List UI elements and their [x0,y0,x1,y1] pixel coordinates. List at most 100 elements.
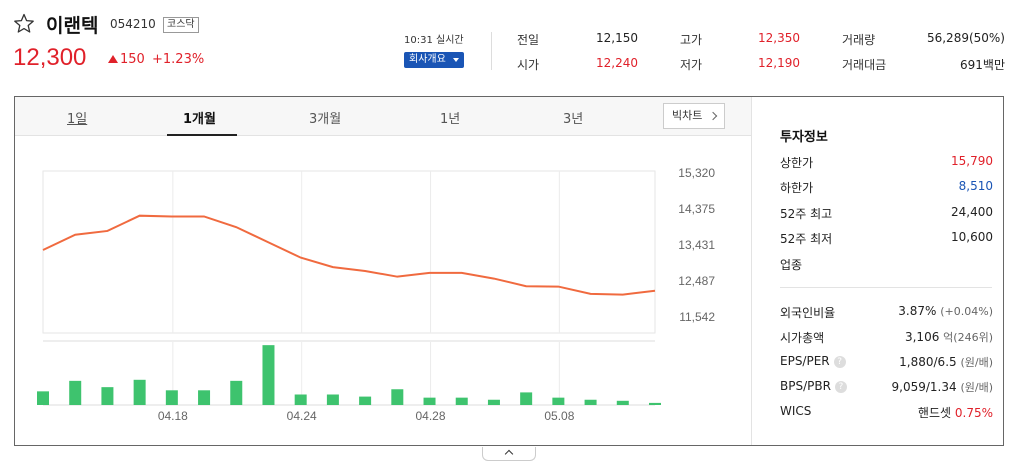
bigchart-button[interactable]: 빅차트 [663,103,725,129]
x-tick-label: 05.08 [544,409,574,423]
bps-pbr-number: 9,059/1.34 [891,380,957,394]
upper-limit-label: 상한가 [780,156,814,170]
y-tick-label: 13,431 [678,238,715,252]
bps-pbr-label-text: BPS/PBR [780,379,831,393]
market-cap-value: 3,106 억(246위) [905,329,993,345]
volume-value: 56,289(50%) [926,31,1005,45]
tab-1-year[interactable]: 1년 [440,112,461,127]
high-value: 12,350 [758,31,800,45]
foreign-ratio-number: 3.87% [898,304,937,318]
amount-value: 691백만 [960,58,1005,72]
x-tick-label: 04.28 [416,409,446,423]
y-tick-label: 14,375 [678,202,715,216]
price-change: 150 [120,52,145,67]
company-overview-button[interactable]: 회사개요 [404,52,464,68]
chart-panel: 1일 1개월 3개월 1년 3년 빅차트 04.18 04.24 04.28 05.0… [14,96,1004,446]
volume-bar [391,389,404,405]
volume-bar [294,394,307,405]
up-arrow-icon [108,55,118,63]
active-tab-indicator [167,134,237,136]
bps-pbr-value: 9,059/1.34 (원/배) [892,379,993,395]
volume-label: 거래량 [842,33,876,47]
prev-close-label: 전일 [517,33,540,47]
market-badge: 코스닥 [163,17,199,33]
realtime-label: 10:31 실시간 [404,35,464,46]
bigchart-label: 빅차트 [672,109,703,122]
investment-info-panel: 투자정보 상한가 15,790 하한가 8,510 52주 최고 24,400 … [751,97,1003,445]
caret-down-icon [453,58,459,62]
volume-bar [326,394,339,405]
y-tick-label: 11,542 [679,310,715,324]
open-value: 12,240 [596,56,638,70]
volume-bar [101,387,114,405]
help-icon[interactable]: ? [833,355,846,368]
eps-per-label: EPS/PER? [780,354,846,368]
x-tick-label: 04.24 [287,409,317,423]
lower-limit-label: 하한가 [780,181,814,195]
volume-bar [455,397,468,405]
period-tabs: 1일 1개월 3개월 1년 3년 빅차트 [15,97,751,136]
stock-header: 이랜텍 054210 코스닥 12,300 150 +1.23% 10:31 실… [0,0,1025,90]
volume-bar [230,380,243,405]
eps-per-number: 1,880/6.5 [899,355,957,369]
tab-3-years[interactable]: 3년 [563,112,584,127]
company-overview-label: 회사개요 [409,54,446,65]
lower-limit-value: 8,510 [958,179,993,193]
tab-3-months[interactable]: 3개월 [309,112,342,127]
wics-label: WICS [780,404,812,418]
bps-pbr-label: BPS/PBR? [780,379,847,393]
52w-low-label: 52주 최저 [780,232,833,246]
favorite-star-icon[interactable] [12,12,36,36]
foreign-ratio-label: 외국인비율 [780,306,836,320]
volume-bar [616,400,629,405]
help-icon[interactable]: ? [834,380,847,393]
volume-bar [520,392,533,405]
volume-bar [423,397,436,405]
low-value: 12,190 [758,56,800,70]
market-cap-label: 시가총액 [780,331,825,345]
foreign-ratio-value: 3.87% (+0.04%) [898,304,993,318]
investment-info-title: 투자정보 [780,130,828,145]
eps-per-unit: (원/배) [960,356,993,369]
volume-bar [649,402,661,405]
prev-close-value: 12,150 [596,31,638,45]
wics-value: 핸드셋 0.75% [918,404,993,421]
tab-1-month[interactable]: 1개월 [183,112,216,127]
volume-bar [133,379,146,405]
x-tick-label: 04.18 [158,409,188,423]
price-change-rate: +1.23% [152,52,205,67]
eps-per-value: 1,880/6.5 (원/배) [899,354,993,370]
upper-limit-value: 15,790 [951,154,993,168]
high-label: 고가 [680,33,703,47]
market-cap-number: 3,106 [904,330,940,344]
open-label: 시가 [517,58,540,72]
divider [491,32,492,70]
volume-bar [165,390,178,405]
collapse-handle[interactable] [482,447,536,461]
volume-bar [359,396,372,405]
y-tick-label: 15,320 [678,166,715,180]
wics-industry[interactable]: 핸드셋 [917,406,952,420]
low-label: 저가 [680,58,703,72]
bps-pbr-unit: (원/배) [960,381,993,394]
amount-label: 거래대금 [842,58,887,72]
industry-label: 업종 [780,258,803,272]
volume-bar [262,345,275,405]
volume-bar [552,397,565,405]
volume-bar [198,390,211,405]
current-price: 12,300 [13,44,87,71]
52w-high-label: 52주 최고 [780,207,833,221]
divider [780,287,992,288]
chevron-up-icon [504,449,514,459]
price-plot-frame [42,170,656,334]
eps-per-label-text: EPS/PER [780,354,830,368]
volume-bar [584,399,597,405]
tab-1-day[interactable]: 1일 [67,112,88,127]
52w-low-value: 10,600 [951,230,993,244]
market-cap-rank: 억(246위) [943,331,993,344]
y-tick-label: 12,487 [678,274,715,288]
wics-rate: 0.75% [954,406,993,420]
volume-bar [37,391,49,405]
volume-bar [487,399,500,405]
stock-name: 이랜텍 [46,15,99,37]
